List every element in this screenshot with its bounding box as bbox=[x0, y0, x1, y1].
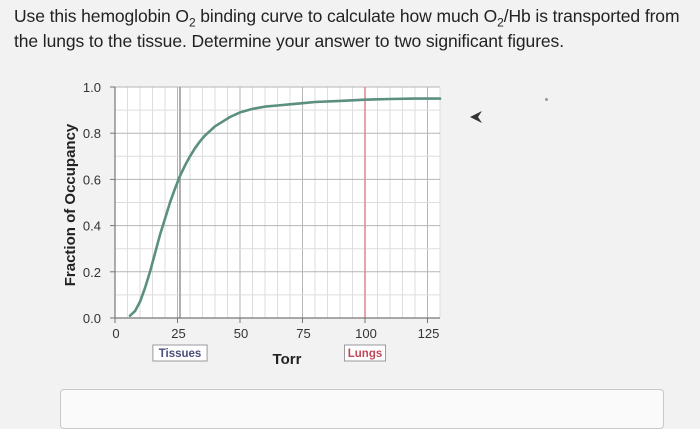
y-tick-label: 0.4 bbox=[83, 219, 101, 234]
reference-label-box bbox=[344, 344, 386, 362]
mouse-cursor-icon bbox=[470, 111, 482, 123]
x-tick-label: 25 bbox=[171, 326, 185, 341]
x-tick-label: 50 bbox=[234, 326, 248, 341]
question-text: Use this hemoglobin O2 binding curve to … bbox=[14, 4, 690, 54]
y-tick-label: 0.6 bbox=[83, 172, 101, 187]
x-tick-label: 100 bbox=[355, 326, 377, 341]
reference-label-text: Lungs bbox=[348, 348, 383, 360]
y-axis-label: Fraction of Occupancy bbox=[62, 123, 79, 286]
question-part-3: /Hb is transported from the lungs to the… bbox=[14, 6, 680, 51]
tick-labels: 0 25 50 75 100 125 0.0 0.2 0.4 0.6 0.8 1.0 Tissues Lu… bbox=[83, 80, 440, 362]
binding-curve-line bbox=[128, 97, 442, 317]
x-axis-label: Torr bbox=[273, 351, 302, 368]
question-subscript-1: 2 bbox=[188, 15, 196, 30]
y-tick-label: 0.8 bbox=[83, 126, 101, 141]
reference-label-box bbox=[152, 344, 208, 362]
question-part-1: Use this hemoglobin O bbox=[14, 6, 189, 26]
grid-layer bbox=[115, 86, 441, 318]
y-tick-label: 1.0 bbox=[83, 80, 101, 95]
reference-label-text: Tissues bbox=[159, 348, 202, 360]
y-tick-label: 0.2 bbox=[83, 265, 101, 280]
axes bbox=[110, 86, 440, 323]
answer-input[interactable] bbox=[60, 389, 664, 429]
y-tick-label: 0.0 bbox=[83, 311, 101, 326]
x-tick-label: 125 bbox=[418, 326, 440, 341]
series-layer bbox=[128, 97, 442, 317]
reference-lines bbox=[179, 87, 366, 318]
stray-dot-mark bbox=[545, 98, 548, 101]
reference-label-tissues: Tissues bbox=[152, 344, 208, 362]
question-part-2: binding curve to calculate how much O bbox=[195, 6, 498, 26]
reference-label-lungs: Lungs bbox=[344, 344, 386, 362]
x-tick-label: 75 bbox=[296, 326, 310, 341]
x-tick-label: 0 bbox=[112, 326, 119, 341]
question-subscript-2: 2 bbox=[497, 15, 504, 30]
